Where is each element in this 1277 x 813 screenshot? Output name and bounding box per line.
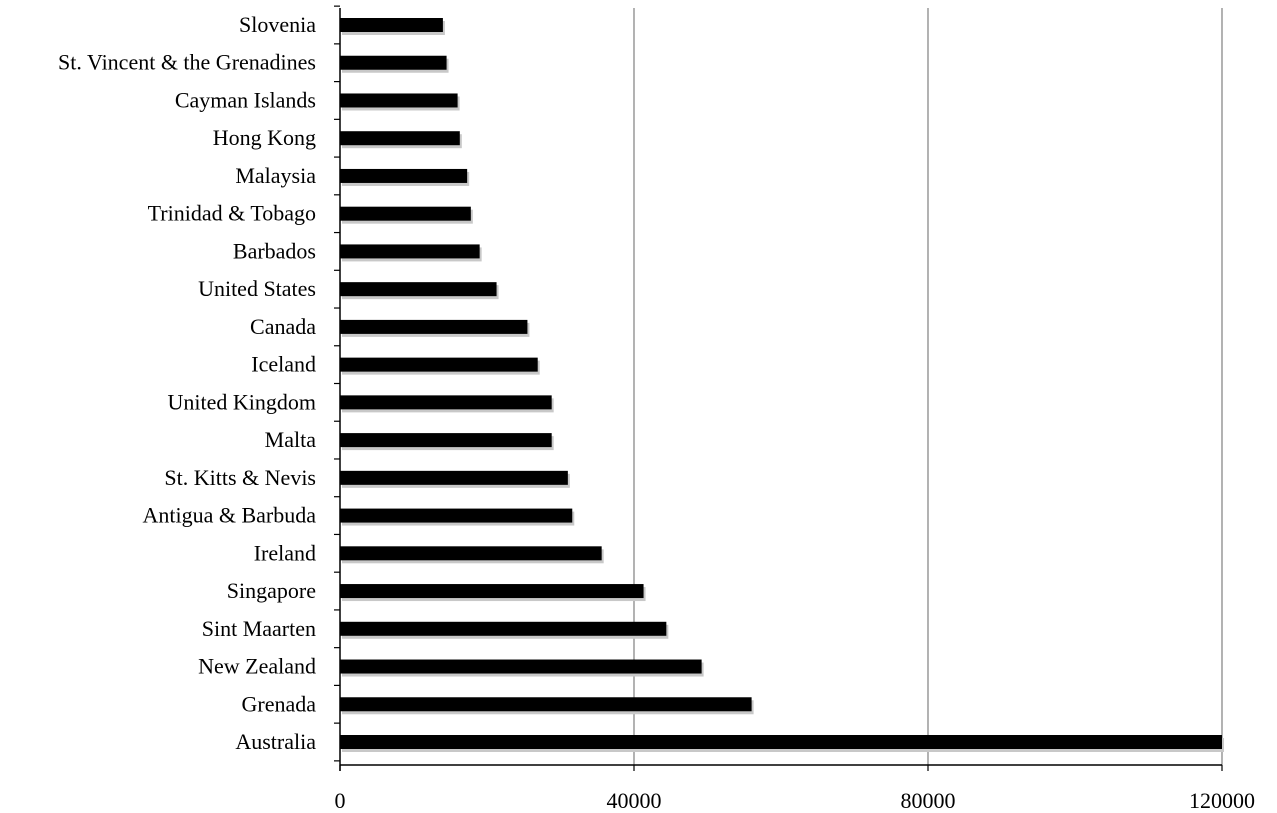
bar-ireland (340, 546, 602, 561)
category-label: Canada (250, 314, 316, 339)
category-labels: Slovenia St. Vincent & the Grenadines Caym… (58, 12, 316, 754)
bar-st-vincent-the-grenadines (340, 55, 447, 70)
bar-malta (340, 433, 552, 448)
category-label: Cayman Islands (175, 87, 316, 112)
bar-antigua-barbuda (340, 508, 573, 523)
tick-labels: 0 40000 80000 120000 (335, 788, 1256, 813)
category-label: Trinidad & Tobago (148, 201, 316, 226)
bar-iceland (340, 357, 538, 372)
bar-united-kingdom (340, 395, 552, 410)
x-tick-label: 80000 (901, 788, 956, 813)
bar-grenada (340, 697, 752, 712)
category-label: Hong Kong (213, 125, 316, 150)
category-label: Sint Maarten (202, 616, 316, 641)
category-label: Australia (235, 729, 316, 754)
bar-slovenia (340, 18, 443, 32)
bar-hong-kong (340, 131, 460, 146)
bars (340, 18, 1224, 752)
category-label: Grenada (241, 691, 316, 716)
category-label: Slovenia (239, 12, 316, 37)
category-label: Malaysia (235, 163, 316, 188)
bar-cayman-islands (340, 93, 458, 108)
bar-trinidad-tobago (340, 206, 471, 221)
bar-sint-maarten (340, 621, 667, 636)
category-label: St. Kitts & Nevis (164, 465, 316, 490)
category-label: Iceland (251, 352, 316, 377)
category-label: Barbados (233, 238, 316, 263)
category-label: Malta (265, 427, 317, 452)
x-tick-label: 40000 (607, 788, 662, 813)
category-label: Ireland (254, 540, 316, 565)
gridlines (633, 8, 1223, 765)
category-label: St. Vincent & the Grenadines (58, 50, 316, 75)
bar-barbados (340, 244, 480, 259)
bar-canada (340, 319, 528, 334)
bar-australia (340, 735, 1222, 749)
axes (334, 5, 1223, 771)
bar-st-kitts-nevis (340, 470, 568, 485)
bar-singapore (340, 584, 644, 599)
category-label: New Zealand (198, 654, 316, 679)
x-tick-label: 0 (335, 788, 346, 813)
bar-new-zealand (340, 659, 702, 674)
x-tick-label: 120000 (1189, 788, 1255, 813)
category-label: Singapore (227, 578, 316, 603)
category-label: Antigua & Barbuda (142, 503, 316, 528)
category-label: United Kingdom (168, 389, 317, 414)
bar-malaysia (340, 168, 468, 183)
bar-united-states (340, 282, 497, 297)
category-label: United States (198, 276, 316, 301)
